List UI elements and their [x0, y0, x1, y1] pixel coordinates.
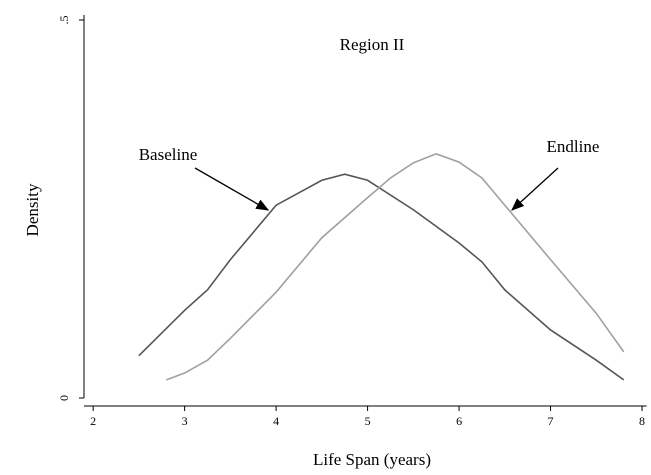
arrow [194, 167, 270, 211]
arrow [511, 167, 559, 211]
chart-title: Region II [340, 35, 405, 54]
annotation: Baseline [139, 145, 198, 164]
x-tick-label: 5 [365, 414, 371, 428]
x-axis-label: Life Span (years) [313, 450, 431, 469]
x-tick-label: 4 [273, 414, 279, 428]
x-tick-label: 8 [639, 414, 645, 428]
line-series [138, 173, 625, 381]
x-tick-label: 3 [182, 414, 188, 428]
line-series [166, 152, 625, 381]
y-tick-label: 0 [57, 395, 71, 401]
y-tick-label: .5 [57, 16, 71, 25]
x-tick-label: 2 [90, 414, 96, 428]
x-tick-label: 7 [548, 414, 554, 428]
annotation: Endline [547, 137, 600, 156]
x-tick-label: 6 [456, 414, 462, 428]
y-axis-label: Density [23, 183, 42, 236]
